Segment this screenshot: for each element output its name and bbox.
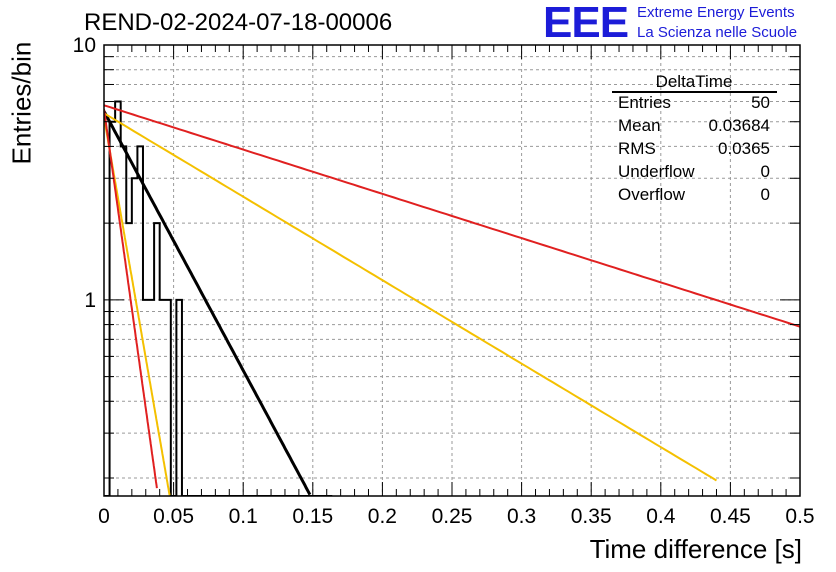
x-tick-label: 0 bbox=[98, 505, 110, 528]
stats-value: 0.03684 bbox=[708, 116, 770, 135]
stats-key: RMS bbox=[618, 139, 656, 158]
x-tick-label: 0.1 bbox=[229, 505, 258, 528]
chart-title: REND-02-2024-07-18-00006 bbox=[84, 9, 393, 36]
stats-value: 0 bbox=[760, 185, 770, 204]
stats-key: Mean bbox=[618, 116, 661, 135]
x-tick-label: 0.4 bbox=[646, 505, 676, 528]
logo-line-2: La Scienza nelle Scuole bbox=[637, 24, 798, 41]
stats-key: Overflow bbox=[618, 185, 686, 204]
x-tick-label: 0.15 bbox=[292, 505, 333, 528]
histogram-deltatime bbox=[104, 100, 333, 496]
x-tick-label: 0.2 bbox=[368, 505, 397, 528]
stats-value: 0.0365 bbox=[718, 139, 770, 158]
stats-key: Entries bbox=[618, 93, 671, 112]
stats-value: 0 bbox=[760, 162, 770, 181]
fit-curve-2 bbox=[104, 104, 800, 328]
x-tick-label: 0.25 bbox=[432, 505, 473, 528]
fit-curve-1 bbox=[104, 110, 312, 496]
y-tick-label: 10 bbox=[73, 34, 96, 57]
eee-logo: EEE bbox=[543, 0, 629, 47]
fit-curve-5 bbox=[104, 109, 158, 489]
x-tick-label: 0.05 bbox=[153, 505, 194, 528]
x-axis-label: Time difference [s] bbox=[589, 534, 802, 564]
y-tick-label: 1 bbox=[84, 289, 96, 312]
x-tick-label: 0.35 bbox=[571, 505, 612, 528]
x-tick-label: 0.5 bbox=[785, 505, 814, 528]
x-tick-label: 0.45 bbox=[710, 505, 751, 528]
y-axis-label: Entries/bin bbox=[6, 41, 37, 165]
stats-value: 50 bbox=[751, 93, 770, 112]
stats-key: Underflow bbox=[618, 162, 695, 181]
x-tick-label: 0.3 bbox=[507, 505, 536, 528]
logo-line-1: Extreme Energy Events bbox=[637, 4, 795, 21]
stats-box-title: DeltaTime bbox=[655, 72, 733, 91]
fit-curve-3 bbox=[104, 112, 718, 482]
